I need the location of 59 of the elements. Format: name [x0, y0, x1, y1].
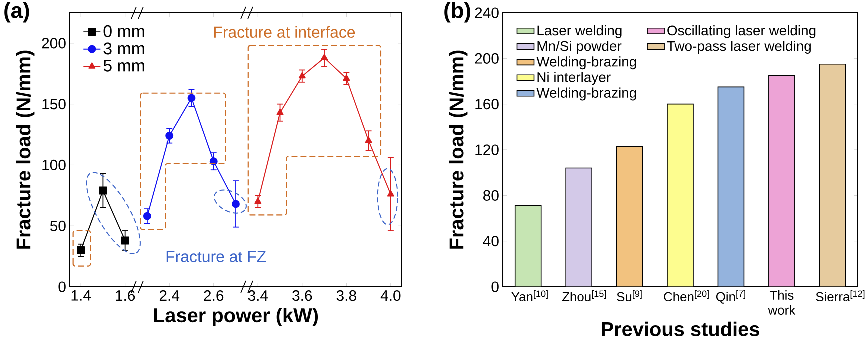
y-tick-label: 80 — [484, 190, 499, 201]
x-tick-label: Qin$^{[7]}$ — [716, 290, 746, 304]
point — [77, 246, 86, 254]
chart-title: (a) — [4, 2, 30, 23]
x-tick-label: 3.6 — [292, 290, 312, 302]
y-tick-label: 0 — [58, 282, 66, 292]
point — [99, 186, 108, 195]
x-tick-label: 1.6 — [116, 290, 136, 302]
point — [121, 236, 130, 245]
x-tick-label: 4.0 — [380, 290, 401, 302]
legend-label: 5 mm — [104, 60, 144, 72]
y-tick-label: 150 — [42, 99, 66, 110]
point — [365, 136, 372, 144]
point — [166, 132, 174, 140]
x-tick-label: 2.4 — [160, 290, 180, 301]
y-tick-label: 40 — [483, 236, 499, 247]
x-tick-label: Su$^{[9]}$ — [617, 290, 642, 302]
annotation: Fracture at FZ — [166, 251, 266, 262]
legend-label: Welding-brazing — [536, 56, 636, 70]
x-tick-label: 2.6 — [204, 290, 224, 302]
y-tick-label: 120 — [476, 144, 499, 156]
y-tick-label: 200 — [475, 53, 499, 64]
legend-label: Laser welding — [538, 25, 622, 38]
y-tick-label: 50 — [50, 220, 66, 232]
legend-label: Ni interlayer — [538, 72, 611, 86]
x-tick-label: 3.4 — [248, 290, 268, 302]
x-tick-label: Sierra$^{[12]}$ — [816, 290, 865, 302]
y-tick-label: 160 — [476, 99, 499, 110]
x-tick-label: 1.4 — [72, 290, 92, 301]
y-tick-label: 240 — [475, 8, 499, 18]
x-axis-title: Previous studies — [602, 322, 760, 336]
point — [321, 54, 328, 60]
point — [254, 198, 262, 204]
point — [232, 200, 240, 208]
x-axis-title: Laser power (kW) — [154, 308, 318, 327]
point — [298, 72, 306, 79]
point — [276, 108, 284, 116]
legend-label: 0 mm — [104, 25, 144, 38]
legend-label: 3 mm — [104, 42, 144, 55]
legend-label: Welding-brazing — [536, 88, 636, 101]
y-tick-label: 100 — [42, 160, 66, 171]
y-tick-label: 0 — [492, 282, 499, 292]
y-tick-label: 200 — [42, 38, 66, 49]
legend-label: Mn/Si powder — [538, 40, 622, 54]
legend-label: Oscillating laser welding — [668, 25, 816, 38]
x-tick-label: This work — [768, 290, 796, 315]
point — [387, 190, 394, 197]
y-axis-title: Fracture load (N/mm) — [16, 50, 35, 249]
point — [343, 74, 350, 82]
legend-label: Two-pass laser welding — [667, 40, 811, 54]
point — [188, 94, 196, 102]
x-tick-label: 3.8 — [336, 290, 356, 302]
x-tick-label: Zhou$^{[15]}$ — [562, 290, 606, 302]
chart-title: (b) — [444, 2, 470, 23]
x-tick-label: Yan$^{[10]}$ — [512, 290, 548, 302]
y-axis-title: Fracture load (N/mm) — [449, 50, 468, 249]
point — [143, 212, 152, 220]
annotation: Fracture at interface — [214, 26, 356, 38]
x-tick-label: Chen$^{[20]}$ — [664, 290, 709, 302]
